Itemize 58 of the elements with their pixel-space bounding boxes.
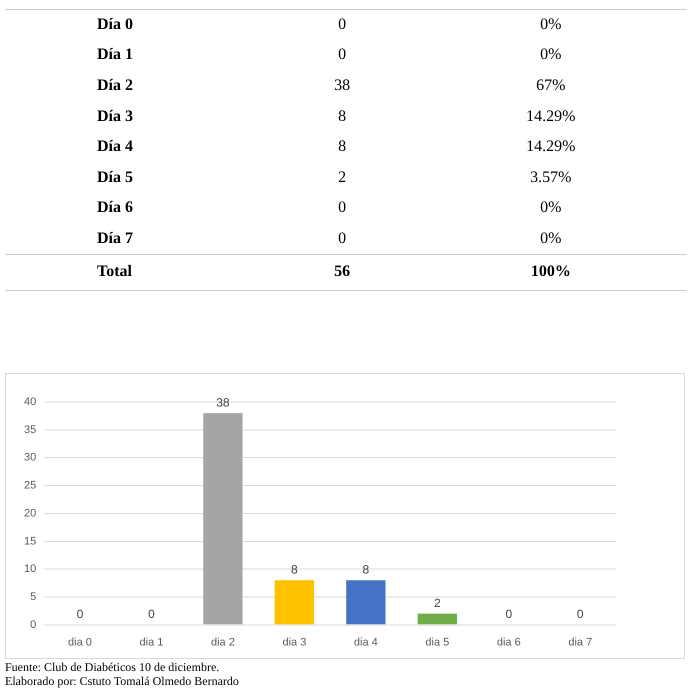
bar	[274, 580, 314, 624]
data-label: 0	[505, 607, 512, 622]
x-tick-label: dia 6	[496, 636, 521, 648]
data-label: 100%	[530, 262, 572, 282]
data-label: 14.29%	[525, 137, 576, 158]
data-label: 8	[337, 137, 348, 158]
y-tick-label: 25	[24, 480, 36, 492]
text: Elaborado por: Cstuto Tomalá Olmedo Bernardo	[5, 674, 240, 688]
category-label: Día 4	[96, 137, 134, 158]
data-label: 8	[337, 106, 348, 127]
x-tick-label: dia 1	[140, 636, 164, 648]
category-label: Día 3	[96, 106, 134, 127]
x-tick-label: dia 4	[354, 636, 378, 648]
data-label: 56	[333, 262, 352, 282]
data-label: 38	[333, 76, 352, 96]
data-label: 0	[337, 198, 348, 218]
y-tick-label: 20	[24, 507, 36, 520]
data-label: 2	[434, 596, 441, 610]
y-tick-label: 40	[24, 396, 36, 408]
category-label: Día 5	[96, 168, 134, 188]
bar	[346, 580, 386, 624]
y-tick-label: 10	[24, 563, 36, 576]
category-label: Día 0	[96, 15, 134, 36]
data-label: 0%	[539, 228, 562, 249]
y-tick-label: 35	[24, 424, 36, 436]
y-tick-label: 5	[30, 590, 36, 603]
category-label: Día 1	[96, 45, 134, 66]
x-tick-label: dia 3	[282, 636, 306, 648]
category-label: Total	[96, 262, 133, 282]
bar	[418, 614, 457, 624]
data-label: 3.57%	[529, 168, 572, 188]
data-label: 0	[76, 607, 84, 622]
x-tick-label: dia 7	[568, 636, 592, 648]
data-label: 0	[337, 15, 348, 36]
source-note: Fuente: Club de Diabéticos 10 de diciembre.	[5, 660, 220, 674]
x-tick-label: dia 0	[68, 636, 92, 648]
data-label: 0	[576, 607, 584, 622]
data-label: 67%	[535, 76, 566, 96]
data-label: 0%	[539, 198, 562, 218]
bar	[203, 413, 243, 624]
data-label: 0	[337, 45, 348, 66]
x-tick-label: dia 5	[425, 636, 450, 648]
data-label: 0	[148, 607, 156, 622]
data-label: 8	[362, 562, 370, 577]
data-label: 0%	[539, 15, 562, 36]
data-label: 2	[337, 168, 348, 188]
y-tick-label: 15	[24, 535, 36, 548]
data-label: 0	[337, 228, 348, 249]
category-label: Día 6	[96, 198, 134, 218]
data-label: 38	[216, 395, 230, 410]
category-label: Día 2	[96, 76, 134, 96]
data-label: 8	[291, 562, 298, 577]
y-tick-label: 30	[24, 452, 36, 464]
data-label: 0%	[539, 45, 562, 66]
y-tick-label: 0	[30, 618, 36, 631]
data-label: 14.29%	[525, 106, 576, 127]
x-tick-label: dia 2	[210, 636, 235, 648]
category-label: Día 7	[96, 228, 134, 249]
